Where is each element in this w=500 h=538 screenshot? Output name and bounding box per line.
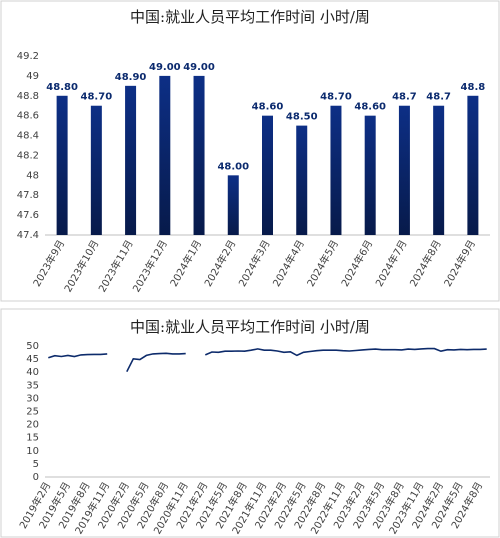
value-label: 49.00 xyxy=(149,62,181,73)
bar xyxy=(398,105,410,235)
value-label: 48.60 xyxy=(252,102,284,113)
y-tick-label: 30 xyxy=(26,393,39,404)
chart-title: 中国:就业人员平均工作时间 小时/周 xyxy=(130,8,370,26)
value-label: 48.50 xyxy=(286,112,318,123)
value-label: 48.7 xyxy=(392,92,417,103)
y-tick-label: 49.2 xyxy=(17,51,39,62)
value-label: 48.90 xyxy=(115,72,147,83)
bar xyxy=(56,95,68,236)
value-label: 48.60 xyxy=(354,102,386,113)
bar xyxy=(262,115,273,235)
y-tick-label: 0 xyxy=(33,472,39,483)
y-tick-label: 48.2 xyxy=(17,150,39,161)
value-label: 48.70 xyxy=(320,92,352,103)
bar xyxy=(227,175,239,235)
bar xyxy=(159,75,171,235)
y-tick-label: 15 xyxy=(26,433,39,444)
value-label: 48.70 xyxy=(81,92,113,103)
y-tick-label: 10 xyxy=(26,446,39,457)
bar xyxy=(296,125,308,235)
value-label: 48.8 xyxy=(461,82,486,93)
y-tick-label: 48.4 xyxy=(17,131,39,142)
value-label: 48.00 xyxy=(217,161,249,172)
y-tick-label: 45 xyxy=(26,354,39,365)
bar xyxy=(330,105,342,235)
y-tick-label: 20 xyxy=(26,420,39,431)
bar xyxy=(125,85,137,235)
y-tick-label: 35 xyxy=(26,380,39,391)
line-series xyxy=(48,347,487,373)
y-tick-label: 5 xyxy=(33,459,39,470)
y-tick-label: 50 xyxy=(26,341,39,352)
value-label: 48.80 xyxy=(46,82,78,93)
y-tick-label: 49 xyxy=(26,71,39,82)
bar xyxy=(433,105,445,235)
value-label: 48.7 xyxy=(426,92,451,103)
y-tick-label: 40 xyxy=(26,367,39,378)
bar xyxy=(467,95,479,236)
y-tick-label: 47.4 xyxy=(17,230,39,241)
y-tick-label: 48.6 xyxy=(17,111,39,122)
bar xyxy=(364,115,376,235)
chart-frame xyxy=(0,0,500,302)
y-tick-label: 48 xyxy=(26,170,39,181)
y-tick-label: 48.8 xyxy=(17,91,39,102)
y-tick-label: 47.8 xyxy=(17,190,39,201)
bar xyxy=(193,75,205,235)
y-tick-label: 47.6 xyxy=(17,210,39,221)
value-label: 49.00 xyxy=(183,62,215,73)
chart-frame xyxy=(0,308,500,538)
bar xyxy=(90,105,102,235)
chart-title: 中国:就业人员平均工作时间 小时/周 xyxy=(130,318,370,336)
y-tick-label: 25 xyxy=(26,407,39,418)
